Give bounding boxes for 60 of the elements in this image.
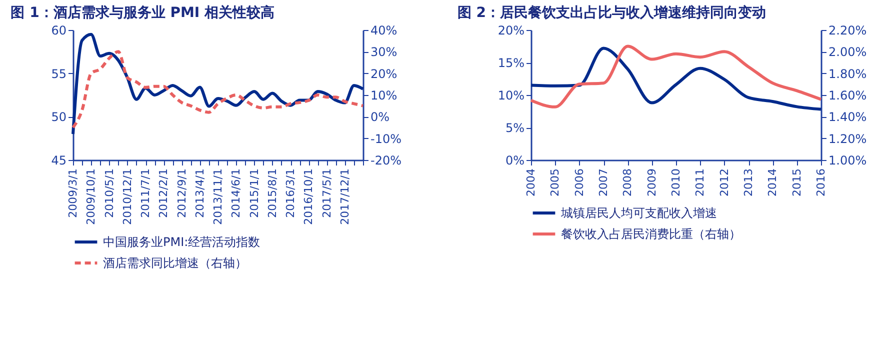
x-tick-label: 2009 — [645, 168, 658, 196]
x-tick-label: 2004 — [524, 168, 538, 196]
legend-label: 城镇居民人均可支配收入增速 — [560, 206, 717, 220]
x-tick-label: 2016/10/1 — [302, 168, 316, 225]
y-tick-label: 60 — [51, 24, 66, 38]
y2-tick-label: 2.00% — [828, 45, 867, 60]
line-series — [72, 32, 364, 136]
x-tick-label: 2015 — [790, 168, 804, 196]
x-tick-label: 2012/9/1 — [175, 168, 188, 218]
x-tick-label: 2017/5/1 — [320, 168, 334, 218]
y2-tick-label: 1.80% — [828, 66, 867, 81]
x-tick-label: 2009/3/1 — [66, 168, 80, 218]
line-series — [72, 50, 364, 129]
x-tick-label: 2005 — [548, 168, 562, 196]
legend-label: 餐饮收入占居民消费比重（右轴） — [561, 227, 741, 241]
x-tick-label: 2016/3/1 — [284, 168, 297, 218]
y-tick-label: 55 — [51, 66, 66, 81]
legend-label: 中国服务业PMI:经营活动指数 — [103, 235, 260, 249]
y2-tick-label: 40% — [370, 24, 398, 38]
x-tick-label: 2010 — [670, 168, 682, 196]
y2-tick-label: 1.40% — [828, 110, 867, 124]
y2-tick-label: 0% — [370, 110, 390, 124]
x-tick-label: 2017/12/1 — [338, 168, 352, 225]
y2-tick-label: 2.20% — [828, 24, 867, 38]
y2-tick-label: 1.20% — [828, 132, 867, 146]
x-tick-label: 2007 — [597, 168, 610, 196]
x-tick-label: 2014/6/1 — [230, 168, 243, 218]
x-tick-label: 2012/2/1 — [157, 168, 170, 218]
x-tick-label: 2009/10/1 — [84, 168, 98, 225]
y-tick-label: 20% — [498, 24, 524, 38]
x-tick-label: 2015/1/1 — [248, 168, 261, 218]
x-tick-label: 2012 — [718, 168, 731, 196]
x-tick-label: 2016 — [814, 168, 828, 196]
x-tick-label: 2013 — [742, 168, 755, 196]
y-tick-label: 45 — [51, 154, 66, 168]
x-tick-label: 2013/11/1 — [212, 168, 224, 225]
chart-title: 图 1：酒店需求与服务业 PMI 相关性较高 — [10, 4, 274, 21]
y2-tick-label: 1.00% — [828, 154, 867, 168]
y2-tick-label: -10% — [370, 132, 402, 146]
x-tick-label: 2013/4/1 — [193, 168, 206, 218]
y-tick-label: 10% — [498, 88, 524, 102]
y2-tick-label: 30% — [370, 45, 398, 60]
x-tick-label: 2014 — [766, 168, 780, 196]
x-tick-label: 2008 — [621, 168, 634, 196]
x-tick-label: 2010/12/1 — [120, 168, 134, 225]
y-tick-label: 50 — [51, 110, 66, 124]
chart-title: 图 2：居民餐饮支出占比与收入增速维持同向变动 — [457, 4, 766, 21]
x-tick-label: 2015/8/1 — [266, 168, 279, 218]
y-tick-label: 0% — [505, 154, 524, 168]
y-tick-label: 5% — [505, 121, 524, 135]
legend-label: 酒店需求同比增速（右轴） — [103, 256, 247, 270]
x-tick-label: 2011/7/1 — [139, 168, 152, 218]
y2-tick-label: 1.60% — [828, 88, 867, 102]
y2-tick-label: -20% — [370, 154, 402, 168]
y2-tick-label: 20% — [370, 66, 398, 81]
x-tick-label: 2006 — [572, 168, 586, 196]
x-tick-label: 2011 — [694, 168, 707, 196]
y2-tick-label: 10% — [370, 88, 398, 102]
x-tick-label: 2010/5/1 — [102, 168, 116, 218]
y-tick-label: 15% — [498, 56, 524, 70]
